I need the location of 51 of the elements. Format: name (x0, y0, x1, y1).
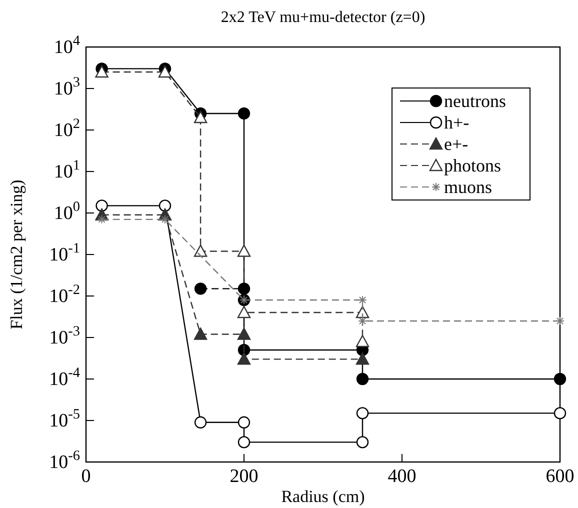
point (194, 328, 208, 340)
point (158, 65, 172, 78)
point (158, 200, 172, 212)
point (356, 436, 369, 448)
y-axis-title: Flux (1/cm2 per xing) (7, 180, 26, 330)
y-tick-label: 10$^{-3}$ (49, 324, 80, 348)
y-tick-label: 10$^{2}$ (54, 116, 80, 141)
y-tick-label: 10$^{-1}$ (49, 240, 80, 266)
point (356, 407, 369, 420)
point (356, 334, 370, 348)
point (356, 372, 369, 386)
y-tick-label: 10$^{-5}$ (49, 406, 80, 432)
point (96, 200, 108, 212)
y-tick-label: 10$^{0}$ (54, 199, 80, 224)
point (554, 372, 566, 386)
point (194, 244, 208, 257)
x-tick-label: 0 (81, 466, 91, 487)
point (194, 282, 207, 295)
point (238, 107, 250, 120)
y-tick-label: 10$^{-6}$ (49, 448, 80, 473)
legend-label: photons (444, 156, 502, 176)
point (237, 306, 251, 318)
point (237, 352, 251, 365)
legend-label: h+- (444, 112, 470, 132)
point (95, 65, 108, 78)
point (554, 407, 566, 420)
point (237, 328, 251, 340)
y-tick-label: 10$^{-2}$ (49, 282, 80, 307)
y-tick-label: 10$^{-4}$ (49, 365, 80, 390)
point (237, 244, 251, 257)
y-tick-label: 10$^{1}$ (54, 158, 80, 182)
chart-title: 2x2 TeV mu+mu-detector (z=0) (220, 9, 426, 26)
point (97, 214, 106, 224)
point (238, 436, 250, 448)
y-tick-label: 10$^{4}$ (54, 33, 80, 58)
x-tick-label: 400 (388, 466, 416, 487)
point (160, 214, 170, 224)
point (238, 282, 250, 295)
point (238, 416, 250, 428)
point (356, 306, 370, 318)
legend-label: e+- (444, 134, 468, 154)
legend-label: neutrons (444, 91, 506, 111)
point (194, 416, 207, 428)
legend-label: muons (444, 177, 492, 197)
x-axis-title: Radius (cm) (281, 487, 365, 506)
point (194, 110, 208, 124)
x-tick-label: 200 (230, 466, 258, 487)
x-tick-label: 600 (546, 466, 574, 487)
point (556, 316, 564, 326)
point (356, 352, 370, 365)
y-tick-label: 10$^{3}$ (54, 74, 80, 100)
